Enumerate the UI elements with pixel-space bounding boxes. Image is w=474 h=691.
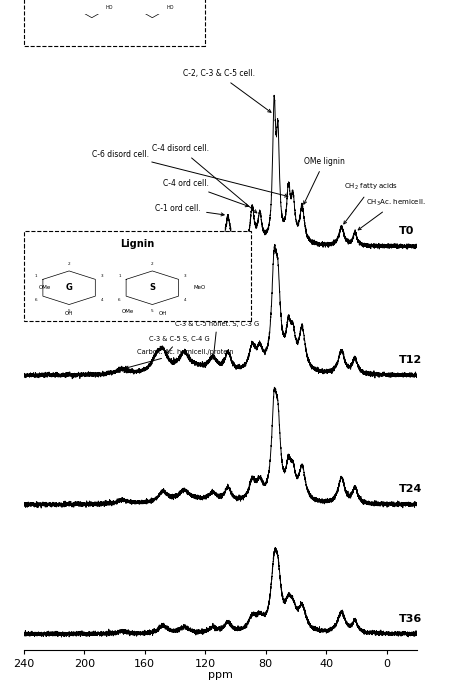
Text: S: S — [149, 283, 155, 292]
Text: T24: T24 — [399, 484, 422, 495]
Text: Lignin: Lignin — [120, 239, 155, 249]
Text: C-2, C-3 & C-5 cell.: C-2, C-3 & C-5 cell. — [182, 69, 271, 113]
Text: OMe: OMe — [122, 308, 134, 314]
Text: 6: 6 — [35, 298, 37, 301]
Text: 1: 1 — [118, 274, 121, 278]
Text: OH: OH — [159, 311, 167, 316]
Text: C-3 & C-5 S, C-4 G: C-3 & C-5 S, C-4 G — [149, 336, 210, 354]
Text: 2: 2 — [68, 262, 71, 266]
Text: OMe: OMe — [39, 285, 51, 290]
Text: 5: 5 — [68, 310, 71, 313]
Text: T12: T12 — [399, 355, 422, 366]
Text: C-4 disord cell.: C-4 disord cell. — [152, 144, 257, 213]
Text: 2: 2 — [151, 262, 154, 266]
Text: C-3 & C-5 nonet. S, C-3 G: C-3 & C-5 nonet. S, C-3 G — [175, 321, 259, 359]
Text: 4: 4 — [184, 298, 186, 301]
Bar — [24, 231, 251, 321]
Text: CH$_2$ fatty acids: CH$_2$ fatty acids — [344, 182, 399, 224]
Text: OH: OH — [65, 311, 73, 316]
Text: G: G — [66, 283, 73, 292]
X-axis label: ppm: ppm — [208, 670, 233, 680]
Text: T36: T36 — [399, 614, 422, 624]
Text: C-1 ord cell.: C-1 ord cell. — [155, 204, 224, 216]
Text: CH$_3$Ac. hemicell.: CH$_3$Ac. hemicell. — [358, 198, 425, 230]
Text: 3: 3 — [184, 274, 186, 278]
Bar — [24, 0, 205, 46]
Text: 1: 1 — [35, 274, 37, 278]
Text: 4: 4 — [100, 298, 103, 301]
Text: C-6 disord cell.: C-6 disord cell. — [92, 149, 288, 197]
Text: T0: T0 — [399, 226, 414, 236]
Text: 6: 6 — [118, 298, 121, 301]
Text: MeO: MeO — [193, 285, 205, 290]
Text: OMe lignin: OMe lignin — [304, 158, 345, 204]
Text: HO: HO — [106, 5, 113, 10]
Text: C-4 ord cell.: C-4 ord cell. — [163, 179, 248, 207]
Text: 5: 5 — [151, 310, 154, 313]
Text: 3: 3 — [100, 274, 103, 278]
Text: HO: HO — [166, 5, 173, 10]
Text: Carbox. Ac. hemicell./protein: Carbox. Ac. hemicell./protein — [126, 349, 234, 369]
